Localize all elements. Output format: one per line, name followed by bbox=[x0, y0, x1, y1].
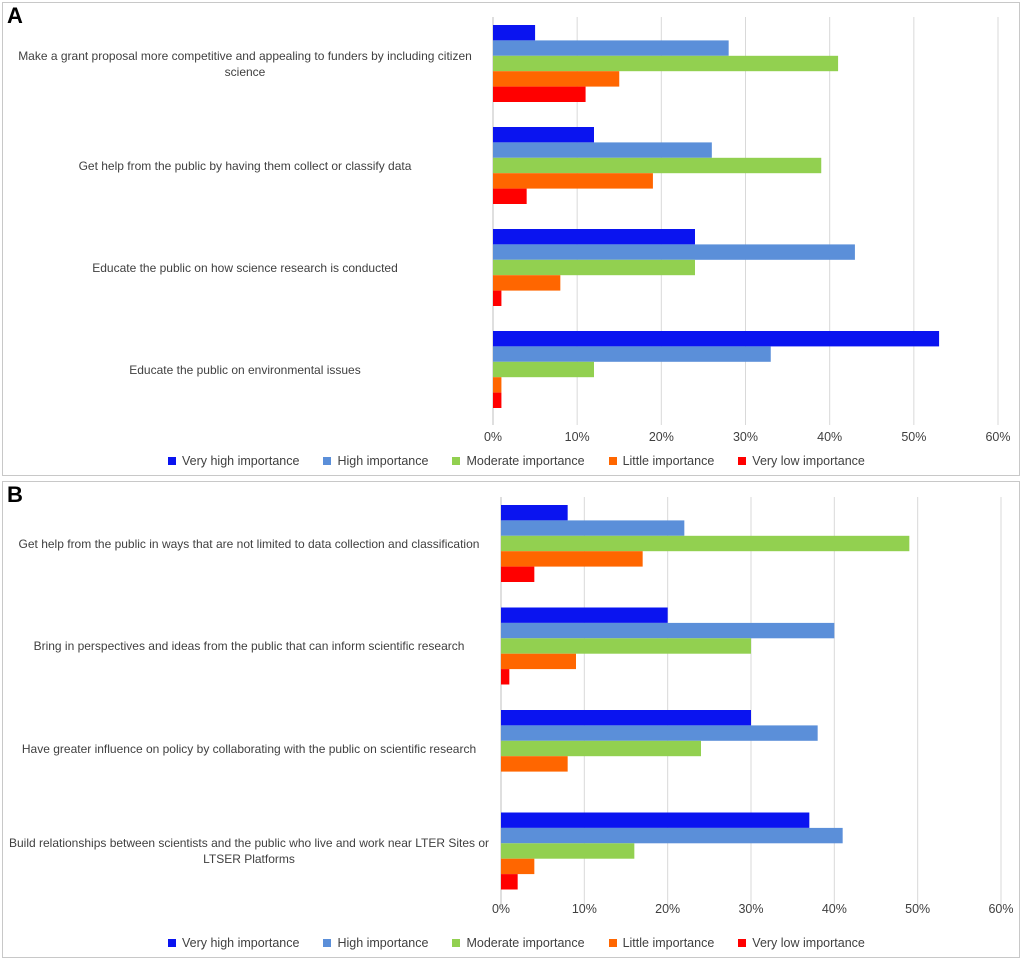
bar-moderate bbox=[501, 740, 701, 757]
bar-high bbox=[493, 244, 855, 260]
x-tick-label: 40% bbox=[817, 430, 842, 444]
x-tick-label: 50% bbox=[901, 430, 926, 444]
legend-label: Very high importance bbox=[182, 936, 300, 950]
bar-very-low bbox=[493, 392, 502, 408]
legend-label: Little importance bbox=[622, 454, 715, 468]
bar-high bbox=[501, 622, 835, 639]
panel-b-letter: B bbox=[7, 482, 23, 507]
legend-label: Little importance bbox=[622, 936, 715, 950]
bar-little bbox=[501, 756, 568, 772]
bar-high bbox=[501, 827, 843, 844]
bar-high bbox=[493, 40, 729, 56]
bar-moderate bbox=[493, 259, 695, 276]
bar-high bbox=[493, 346, 771, 362]
x-tick-label: 60% bbox=[988, 902, 1013, 916]
legend-swatch bbox=[608, 457, 617, 465]
legend-swatch bbox=[168, 457, 176, 465]
x-tick-label: 20% bbox=[655, 902, 680, 916]
panel-a-letter: A bbox=[7, 3, 23, 28]
legend-item: Moderate importance bbox=[452, 454, 585, 468]
category-label: Bring in perspectives and ideas from the… bbox=[33, 639, 465, 653]
legend-swatch bbox=[452, 457, 461, 465]
bar-high bbox=[493, 142, 712, 158]
legend-item: Very high importance bbox=[168, 454, 299, 468]
bar-very-high bbox=[501, 710, 751, 726]
legend-label: Very low importance bbox=[752, 936, 865, 950]
legend-swatch bbox=[738, 939, 747, 947]
x-tick-label: 40% bbox=[822, 902, 847, 916]
legend-item: Very low importance bbox=[738, 454, 865, 468]
category-label: Educate the public on how science resear… bbox=[92, 260, 398, 275]
x-tick-label: 60% bbox=[985, 430, 1010, 444]
legend-swatch bbox=[452, 939, 461, 947]
legend-swatch bbox=[738, 457, 747, 465]
legend-label: Very low importance bbox=[752, 454, 865, 468]
legend-swatch bbox=[168, 939, 176, 947]
bar-very-low bbox=[493, 290, 502, 306]
legend-label: Very high importance bbox=[182, 454, 300, 468]
chart-plot-b: 0% 10% 20% 30% 40% 50% 60% bbox=[492, 497, 1014, 916]
x-tick-label: 20% bbox=[649, 430, 674, 444]
legend-label: High importance bbox=[337, 936, 429, 950]
bar-very-high bbox=[501, 812, 810, 828]
x-tick-label: 30% bbox=[738, 902, 763, 916]
category-label: Have greater influence on policy by coll… bbox=[21, 741, 477, 756]
bar-high bbox=[501, 725, 818, 741]
legend-label: Moderate importance bbox=[466, 454, 585, 468]
bar-moderate bbox=[493, 361, 594, 378]
category-label: Educate the public on environmental issu… bbox=[129, 362, 361, 377]
x-tick-label: 10% bbox=[565, 430, 590, 444]
bar-very-low bbox=[501, 874, 518, 890]
legend-item: High importance bbox=[323, 454, 428, 468]
bar-moderate bbox=[493, 55, 839, 72]
bar-very-high bbox=[493, 25, 536, 41]
legend-item: Very high importance bbox=[168, 936, 299, 950]
bar-little bbox=[501, 653, 576, 670]
legend-item: Little importance bbox=[608, 936, 715, 950]
x-tick-label: 10% bbox=[572, 902, 597, 916]
bar-very-high bbox=[493, 127, 594, 143]
panel-a-chart: A 0% 10% 20% 30% 40% 50% 60% Make a grant propo… bbox=[2, 2, 1020, 476]
bar-very-high bbox=[501, 505, 568, 521]
legend: Very high importance High importance Moder… bbox=[168, 936, 889, 950]
bar-moderate bbox=[493, 157, 822, 174]
bar-moderate bbox=[501, 535, 910, 552]
bar-very-low bbox=[493, 188, 527, 204]
bar-high bbox=[501, 520, 685, 536]
legend-swatch bbox=[323, 457, 332, 465]
bar-moderate bbox=[501, 638, 751, 654]
category-label: Get help from the public in ways that ar… bbox=[18, 536, 480, 551]
x-tick-label: 30% bbox=[733, 430, 758, 444]
bar-moderate bbox=[501, 843, 635, 859]
bar-little bbox=[493, 173, 653, 189]
bar-little bbox=[493, 275, 561, 291]
x-tick-label: 0% bbox=[492, 902, 510, 916]
bar-little bbox=[493, 377, 502, 393]
category-label: Make a grant proposal more competitive a… bbox=[18, 48, 472, 79]
bar-very-high bbox=[493, 229, 695, 245]
legend-item: Moderate importance bbox=[452, 936, 585, 950]
panel-b-chart: B 0% 10% 20% 30% 40% 50% 60% Get help from the … bbox=[2, 481, 1020, 958]
x-tick-label: 0% bbox=[484, 430, 502, 444]
bar-very-low bbox=[501, 566, 535, 582]
category-label: Build relationships between scientists a… bbox=[8, 836, 490, 866]
legend-item: Little importance bbox=[608, 454, 715, 468]
bar-little bbox=[501, 858, 535, 875]
category-label: Get help from the public by having them … bbox=[78, 158, 412, 173]
bar-very-high bbox=[501, 607, 668, 623]
legend-label: Moderate importance bbox=[466, 936, 585, 950]
legend-swatch bbox=[323, 939, 332, 947]
legend: Very high importance High importance Moder… bbox=[168, 454, 889, 468]
bar-very-low bbox=[493, 86, 586, 102]
bar-little bbox=[493, 71, 620, 87]
bar-very-high bbox=[493, 331, 940, 347]
legend-swatch bbox=[608, 939, 617, 947]
bar-little bbox=[501, 551, 643, 567]
legend-item: High importance bbox=[323, 936, 428, 950]
bar-very-low bbox=[501, 669, 510, 685]
legend-label: High importance bbox=[337, 454, 429, 468]
legend-item: Very low importance bbox=[738, 936, 865, 950]
chart-plot-a: 0% 10% 20% 30% 40% 50% 60% bbox=[484, 17, 1011, 444]
x-tick-label: 50% bbox=[905, 902, 930, 916]
